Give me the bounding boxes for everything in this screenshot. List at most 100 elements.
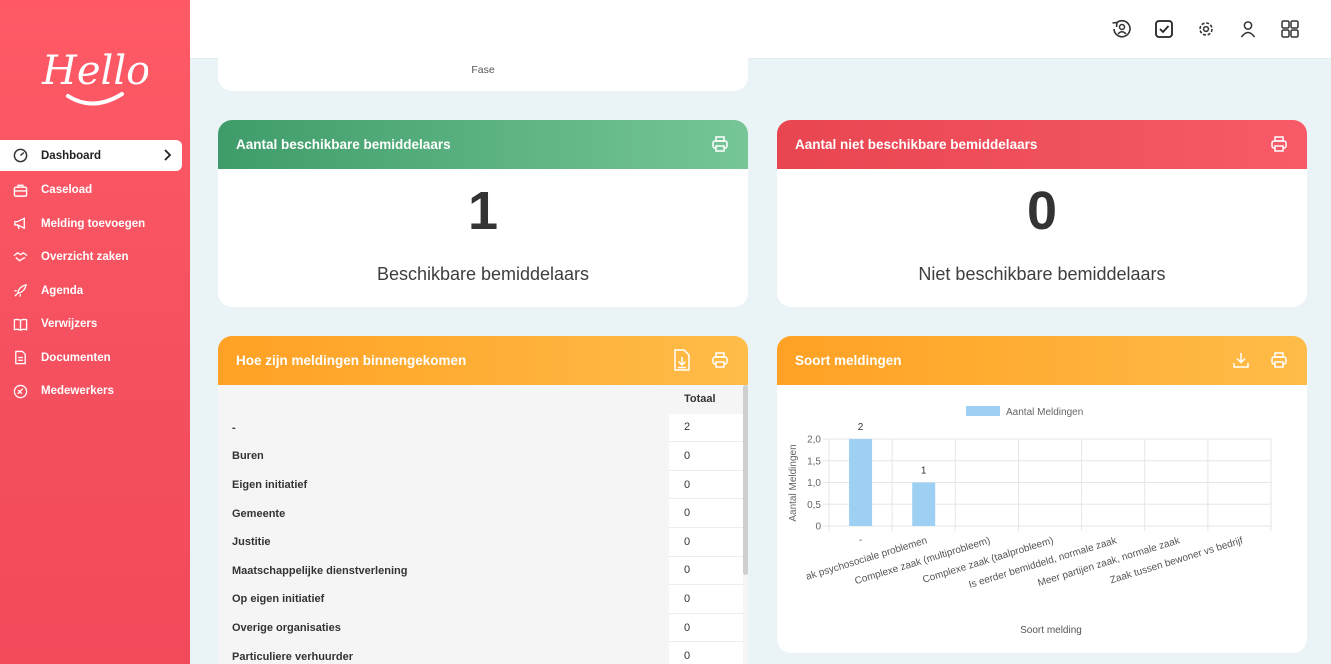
book-icon	[12, 316, 28, 332]
y-tick-label: 0	[815, 522, 821, 533]
card-title: Hoe zijn meldingen binnengekomen	[236, 353, 467, 368]
row-total: 0	[669, 556, 743, 586]
card-title: Aantal beschikbare bemiddelaars	[236, 137, 451, 152]
sidebar-item-documenten[interactable]: Documenten	[0, 341, 190, 375]
fase-card: Fase	[218, 40, 748, 91]
y-axis-label: Aantal Meldingen	[788, 444, 799, 521]
y-tick-label: 0,5	[807, 500, 821, 511]
row-total: 0	[669, 470, 743, 500]
unavailable-count: 0	[1026, 181, 1058, 241]
sources-table: Totaal -2 Buren 0 Eigen initiatief 0 Gemeente…	[218, 385, 748, 664]
unavailable-mediators-card: Aantal niet beschikbare bemiddelaars 0 N…	[777, 120, 1307, 307]
sidebar-item-label: Agenda	[41, 284, 84, 297]
dashboard-gauge-icon	[12, 148, 28, 164]
sidebar-item-dashboard[interactable]: Dashboard	[0, 140, 182, 171]
y-tick-label: 1,5	[807, 456, 821, 467]
table-row: Overige organisaties 0	[218, 613, 748, 643]
sidebar: Hello's Dashboard Caseload Melding toevoeg…	[0, 0, 190, 664]
sidebar-item-label: Melding toevoegen	[41, 217, 146, 230]
card-header: Aantal niet beschikbare bemiddelaars	[777, 120, 1307, 169]
row-label: -	[232, 421, 236, 434]
sidebar-item-label: Documenten	[41, 351, 111, 364]
sources-card: Hoe zijn meldingen binnengekomen Totaal …	[218, 336, 748, 664]
y-tick-label: 2,0	[807, 435, 821, 446]
row-total: 0	[669, 613, 743, 643]
hellos-logo[interactable]: Hello's	[38, 40, 148, 112]
available-label: Beschikbare bemiddelaars	[376, 264, 590, 284]
apps-grid-icon[interactable]	[1279, 18, 1301, 40]
rocket-icon	[12, 283, 28, 299]
row-label: Justitie	[232, 536, 271, 549]
table-row: Justitie 0	[218, 527, 748, 557]
download-icon[interactable]	[1231, 350, 1251, 370]
sidebar-nav: Dashboard Caseload Melding toevoegen Overzi…	[0, 140, 190, 408]
row-label: Maatschappelijke dienstverlening	[232, 564, 408, 577]
bar	[912, 482, 936, 526]
row-label: Buren	[232, 450, 264, 463]
checkbox-icon[interactable]	[1153, 18, 1175, 40]
table-row: Eigen initiatief 0	[218, 470, 748, 500]
sidebar-item-agenda[interactable]: Agenda	[0, 274, 190, 308]
print-icon[interactable]	[1269, 134, 1289, 154]
row-total: 0	[669, 499, 743, 528]
available-mediators-card: Aantal beschikbare bemiddelaars 1 Beschi…	[218, 120, 748, 307]
table-row: Buren 0	[218, 442, 748, 471]
megaphone-icon	[12, 216, 28, 232]
download-file-icon[interactable]	[672, 349, 692, 371]
row-total: 0	[669, 642, 743, 664]
chevron-right-icon	[162, 148, 172, 165]
briefcase-icon	[12, 182, 28, 198]
sidebar-item-label: Dashboard	[41, 149, 102, 162]
table-header-row: Totaal	[218, 385, 748, 414]
logo-text: Hello's	[41, 48, 148, 94]
sidebar-item-label: Verwijzers	[41, 318, 98, 331]
available-count: 1	[467, 181, 499, 241]
print-icon[interactable]	[1269, 350, 1289, 370]
row-label: Gemeente	[232, 507, 286, 520]
badge-icon	[12, 383, 28, 399]
table-row: Particuliere verhuurder 0	[218, 642, 748, 664]
print-icon[interactable]	[710, 350, 730, 370]
legend-label: Aantal Meldingen	[1006, 407, 1083, 418]
row-total: 0	[669, 527, 743, 557]
sidebar-item-label: Caseload	[41, 184, 93, 197]
sidebar-item-label: Overzicht zaken	[41, 251, 129, 264]
sidebar-item-medewerkers[interactable]: Medewerkers	[0, 375, 190, 409]
card-header: Soort meldingen	[777, 336, 1307, 385]
card-title: Soort meldingen	[795, 353, 902, 368]
row-label: Eigen initiatief	[232, 479, 308, 492]
bar-data-label: 2	[858, 422, 864, 433]
table-row: Maatschappelijke dienstverlening 0	[218, 556, 748, 586]
card-header: Hoe zijn meldingen binnengekomen	[218, 336, 748, 385]
document-icon	[12, 350, 28, 366]
card-title: Aantal niet beschikbare bemiddelaars	[795, 137, 1038, 152]
print-icon[interactable]	[710, 134, 730, 154]
sidebar-item-label: Medewerkers	[41, 385, 114, 398]
x-axis-label: Soort melding	[1020, 625, 1082, 636]
bar-data-label: 1	[921, 466, 927, 477]
card-header: Aantal beschikbare bemiddelaars	[218, 120, 748, 169]
row-total: 0	[669, 585, 743, 614]
sidebar-item-caseload[interactable]: Caseload	[0, 174, 190, 208]
fase-label: Fase	[471, 64, 495, 76]
settings-icon[interactable]	[1195, 18, 1217, 40]
column-header-totaal[interactable]: Totaal	[669, 385, 743, 414]
types-card: Soort meldingen Aantal Meldingen 0 0,5 1,0 1…	[777, 336, 1307, 653]
y-tick-label: 1,0	[807, 478, 821, 489]
table-row: Gemeente 0	[218, 499, 748, 528]
table-row: -2	[218, 413, 748, 443]
row-label: Op eigen initiatief	[232, 593, 325, 606]
row-label: Overige organisaties	[232, 622, 341, 635]
sidebar-item-overzicht-zaken[interactable]: Overzicht zaken	[0, 241, 190, 275]
user-icon[interactable]	[1237, 18, 1259, 40]
row-total: 2	[669, 413, 743, 443]
table-row: Op eigen initiatief 0	[218, 585, 748, 614]
legend-swatch	[966, 406, 1000, 416]
soort-meldingen-chart: Aantal Meldingen 0 0,5 1,0 1,5 2,0 Aantal Meld…	[788, 406, 1272, 636]
x-tick-label: -	[859, 535, 862, 546]
user-help-icon[interactable]	[1111, 18, 1133, 40]
table-scrollbar[interactable]	[743, 385, 748, 575]
sidebar-item-verwijzers[interactable]: Verwijzers	[0, 308, 190, 342]
row-label: Particuliere verhuurder	[232, 650, 354, 663]
sidebar-item-melding-toevoegen[interactable]: Melding toevoegen	[0, 207, 190, 241]
